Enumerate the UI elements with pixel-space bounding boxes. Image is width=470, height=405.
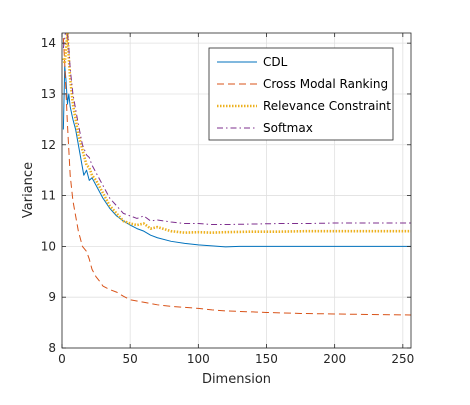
series-line-3	[62, 33, 411, 226]
series-line-2	[62, 33, 411, 234]
legend-label-3: Softmax	[263, 121, 313, 135]
y-axis-label: Variance	[21, 162, 36, 218]
plot-frame	[61, 32, 412, 349]
legend-label-1: Cross Modal Ranking	[263, 77, 388, 91]
y-tick-label: 14	[41, 36, 56, 50]
x-tick-label: 100	[187, 352, 210, 366]
x-tick-label: 0	[58, 352, 66, 366]
series-layer	[62, 33, 411, 316]
y-tick-label: 11	[41, 189, 56, 203]
legend-label-0: CDL	[263, 55, 288, 69]
series-line-1	[62, 38, 411, 316]
y-tick-label: 8	[48, 341, 56, 355]
series-line-0	[62, 65, 411, 248]
x-axis-label: Dimension	[202, 372, 271, 387]
legend: CDL Cross Modal Ranking Relevance Constrai…	[208, 47, 394, 141]
grid	[61, 33, 411, 349]
y-tick-label: 10	[41, 239, 56, 253]
legend-box	[208, 47, 394, 141]
x-tick-label: 200	[323, 352, 346, 366]
x-tick-label: 250	[391, 352, 414, 366]
x-tick-label: 150	[255, 352, 278, 366]
ticks: 0 50 100 150 200 250 8 9 10 11 12 13 14	[41, 33, 414, 366]
y-tick-label: 9	[48, 290, 56, 304]
x-tick-label: 50	[123, 352, 138, 366]
legend-label-2: Relevance Constraint	[263, 99, 391, 113]
y-tick-label: 12	[41, 138, 56, 152]
y-tick-label: 13	[41, 87, 56, 101]
